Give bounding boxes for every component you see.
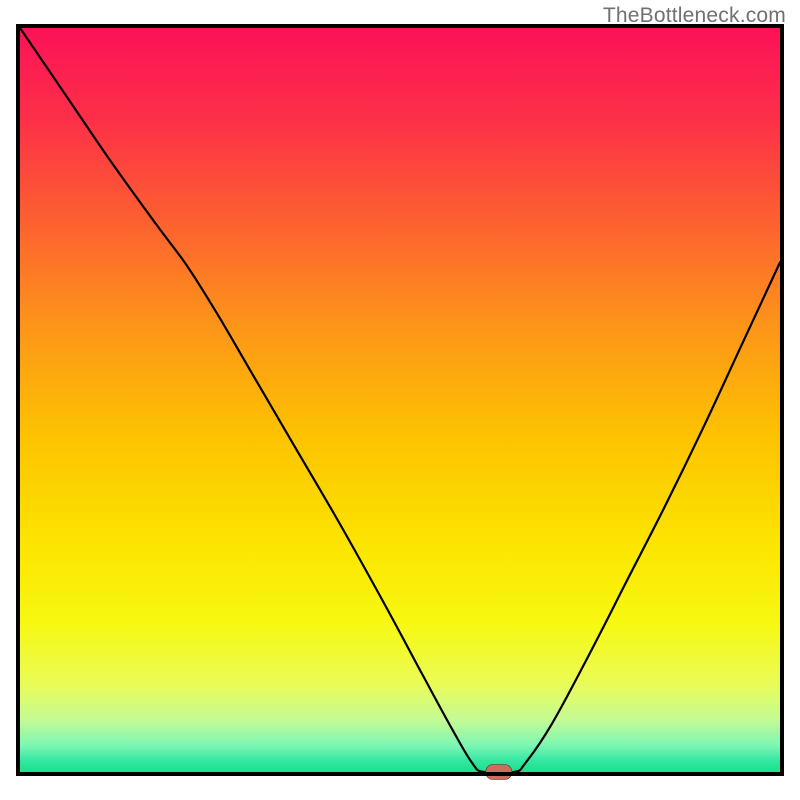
bottleneck-chart xyxy=(0,0,800,800)
gradient-background xyxy=(20,28,780,772)
chart-container: TheBottleneck.com xyxy=(0,0,800,800)
watermark-label: TheBottleneck.com xyxy=(603,4,786,28)
